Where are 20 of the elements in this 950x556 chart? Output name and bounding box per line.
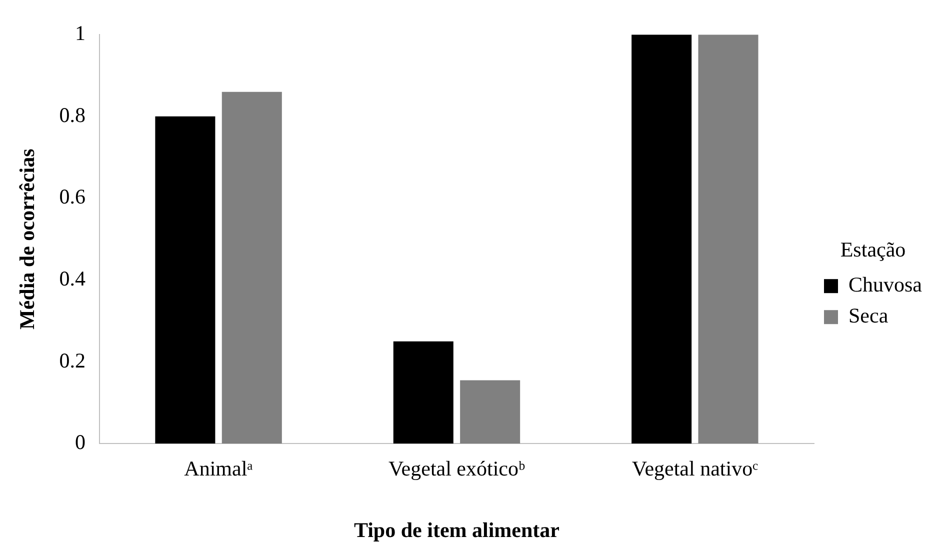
legend-label: Seca <box>848 304 889 328</box>
bar <box>155 116 216 444</box>
x-tick-label: Vegetal exóticoᵇ <box>388 456 526 481</box>
y-tick-label: 1 <box>74 21 86 46</box>
y-tick-label: 0.2 <box>59 348 86 372</box>
y-tick-label: 0.4 <box>59 266 86 291</box>
y-axis-title: Média de ocorrêcias <box>15 148 40 330</box>
bar <box>393 341 454 444</box>
y-tick-label: 0 <box>74 430 86 454</box>
bar <box>222 92 282 444</box>
x-tick-label: Vegetal nativoᶜ <box>632 456 759 481</box>
x-tick-label: Animalᵃ <box>184 456 254 481</box>
bar <box>460 380 520 444</box>
y-tick-label: 0.8 <box>59 102 86 127</box>
legend-label: Chuvosa <box>848 272 923 297</box>
y-tick-label: 0.6 <box>59 184 86 209</box>
bar <box>698 34 758 444</box>
legend-title: Estação <box>840 237 906 262</box>
x-axis-title: Tipo de item alimentar <box>354 518 560 542</box>
bar <box>632 34 692 444</box>
